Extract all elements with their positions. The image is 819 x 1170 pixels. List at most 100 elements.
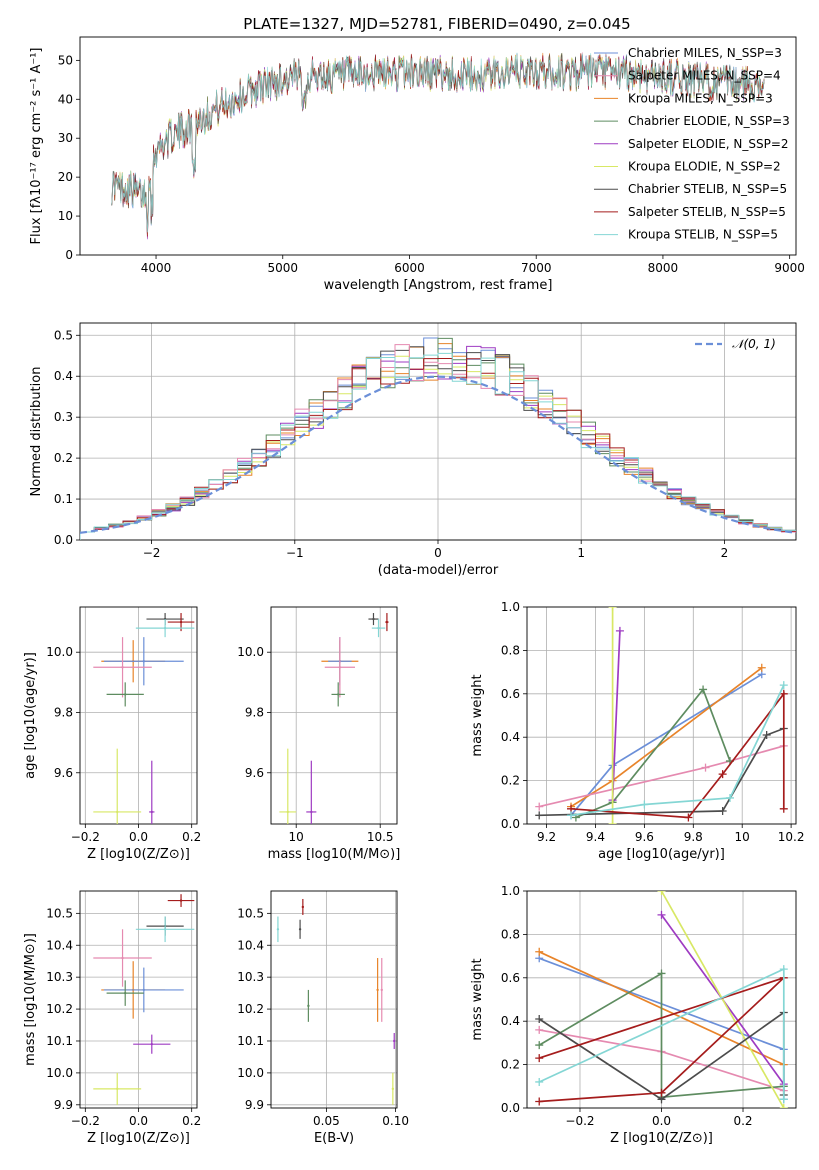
y-tick-label: 10.5 — [46, 906, 73, 920]
data-point — [116, 1087, 119, 1091]
y-axis-label: mass weight — [470, 674, 485, 756]
x-tick-label: 0.2 — [182, 830, 201, 844]
data-point — [179, 620, 183, 624]
weight-line — [538, 976, 785, 1103]
normal-curve — [80, 375, 796, 534]
chart-residuals: −2 −1 0 1 2 0.0 0.1 0.2 0.3 0.4 0.5 (data-model)/er… — [29, 322, 797, 578]
y-tick-label: 0.0 — [54, 533, 73, 547]
y-axis-label: Normed distribution — [29, 367, 44, 497]
chart-age-vs-mass: 10 10.5 9.6 9.8 10.0 mass [log10(M/M⊙)] — [237, 606, 401, 862]
weight-marker — [699, 685, 708, 694]
weight-marker — [535, 947, 544, 956]
weight-marker — [657, 891, 666, 895]
y-axis-label: mass [log10(M/M⊙)] — [23, 933, 38, 1066]
x-tick-label: 4000 — [141, 261, 172, 275]
x-tick-label: 0.0 — [652, 1114, 671, 1128]
x-axis-label: wavelength [Angstrom, rest frame] — [324, 278, 553, 293]
x-axis-label: age [log10(age/yr)] — [598, 847, 725, 862]
x-tick-label: 8000 — [648, 261, 679, 275]
y-tick-label: 9.9 — [54, 1098, 73, 1112]
weight-marker — [779, 1104, 788, 1108]
x-tick-label: 0.05 — [313, 1114, 340, 1128]
x-tick-label: −0.2 — [71, 830, 100, 844]
figure-title: PLATE=1327, MJD=52781, FIBERID=0490, z=0… — [243, 15, 630, 33]
x-tick-label: 10.5 — [367, 830, 394, 844]
y-tick-label: 0.2 — [54, 451, 73, 465]
weight-line — [660, 891, 785, 1108]
y-tick-label: 0.4 — [501, 730, 520, 744]
x-axis-label: mass [log10(M/M⊙)] — [268, 847, 401, 862]
y-tick-label: 10.4 — [237, 938, 264, 952]
weight-lines — [535, 891, 788, 1108]
y-tick-label: 50 — [58, 53, 73, 67]
x-tick-label: 2 — [721, 546, 729, 560]
x-tick-label: 9.2 — [537, 830, 556, 844]
y-tick-label: 0.4 — [54, 369, 73, 383]
data-point — [124, 991, 127, 995]
y-tick-label: 9.9 — [245, 1098, 264, 1112]
errorbar-points — [279, 613, 389, 824]
histograms — [80, 337, 796, 540]
weight-marker — [657, 1088, 666, 1097]
weight-marker — [535, 811, 544, 820]
x-tick-label: 0.0 — [129, 830, 148, 844]
y-tick-label: 20 — [58, 170, 73, 184]
data-point — [142, 988, 146, 992]
y-axis-label: age [log10(age/yr)] — [23, 652, 38, 779]
y-tick-label: 0.8 — [501, 643, 520, 657]
weight-marker — [779, 1095, 788, 1104]
data-point — [301, 905, 305, 909]
weight-marker — [535, 802, 544, 811]
x-tick-label: 9.8 — [684, 830, 703, 844]
y-axis-label: mass weight — [470, 958, 485, 1040]
x-tick-label: −0.2 — [565, 1114, 594, 1128]
weight-marker — [718, 806, 727, 815]
legend-label: Chabrier STELIB, N_SSP=5 — [628, 182, 787, 196]
x-tick-label: 10 — [735, 830, 750, 844]
data-point — [338, 666, 342, 669]
weight-marker — [657, 969, 666, 978]
weight-marker — [779, 965, 788, 974]
data-point — [179, 899, 183, 902]
legend-label: Kroupa STELIB, N_SSP=5 — [628, 228, 778, 242]
y-tick-label: 10.2 — [46, 1002, 73, 1016]
data-point — [163, 928, 167, 931]
weight-marker — [535, 1054, 544, 1063]
weight-lines — [535, 607, 788, 824]
y-tick-label: 30 — [58, 131, 73, 145]
y-tick-label: 1.0 — [501, 884, 520, 898]
legend-label: Salpeter ELODIE, N_SSP=2 — [628, 137, 789, 151]
weight-marker — [725, 793, 734, 802]
weight-marker — [535, 1041, 544, 1050]
weight-marker — [535, 1025, 544, 1034]
y-tick-label: 10.0 — [46, 645, 73, 659]
x-tick-label: 10.2 — [778, 830, 805, 844]
weight-marker — [615, 626, 624, 635]
chart-spectrum: 4000 5000 6000 7000 8000 9000 0 10 20 30 40 50 wavel… — [29, 36, 805, 293]
x-tick-label: 0 — [434, 546, 442, 560]
x-tick-label: 0.0 — [129, 1114, 148, 1128]
y-tick-label: 10.0 — [46, 1066, 73, 1080]
y-tick-label: 0.8 — [501, 927, 520, 941]
y-tick-label: 0.0 — [501, 1101, 520, 1115]
x-axis-label: Z [log10(Z/Z⊙)] — [87, 1131, 190, 1146]
y-tick-label: 10.1 — [237, 1034, 264, 1048]
data-point — [376, 988, 379, 992]
data-point — [307, 1004, 310, 1008]
data-point — [377, 626, 380, 630]
legend-label: Chabrier ELODIE, N_SSP=3 — [628, 114, 790, 128]
y-tick-label: 10.5 — [237, 906, 264, 920]
weight-line — [539, 745, 785, 808]
legend-label: Chabrier MILES, N_SSP=3 — [628, 46, 782, 60]
weight-line — [538, 972, 784, 1099]
data-point — [380, 988, 383, 992]
y-tick-label: 0.2 — [501, 774, 520, 788]
weight-marker — [779, 689, 788, 698]
data-point — [286, 810, 289, 814]
legend-label: Kroupa ELODIE, N_SSP=2 — [628, 160, 781, 174]
y-tick-label: 10.0 — [237, 645, 264, 659]
x-tick-label: 9000 — [774, 261, 805, 275]
y-axis-label: Flux [fλ10⁻¹⁷ erg cm⁻² s⁻¹ A⁻¹] — [29, 48, 44, 245]
spectrum-line — [111, 52, 765, 233]
